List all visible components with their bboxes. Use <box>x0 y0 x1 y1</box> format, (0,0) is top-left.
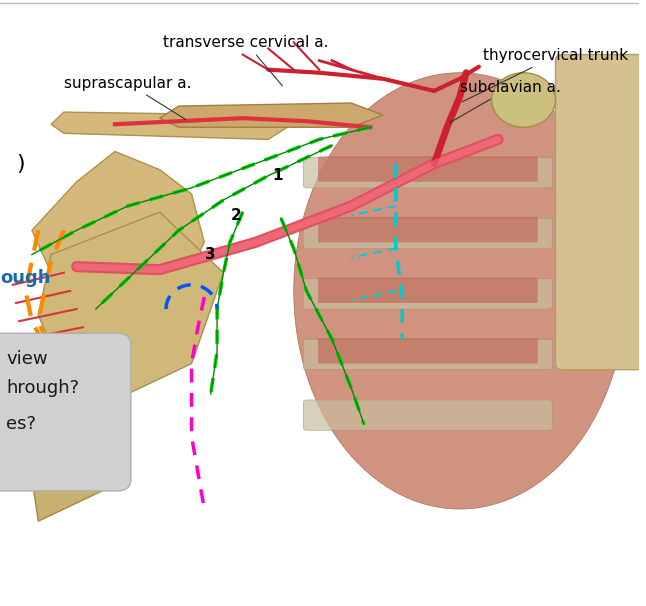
Polygon shape <box>160 103 383 127</box>
FancyBboxPatch shape <box>318 217 537 242</box>
Text: 3: 3 <box>205 247 216 262</box>
Polygon shape <box>13 333 102 454</box>
FancyBboxPatch shape <box>304 339 552 370</box>
Polygon shape <box>32 152 204 315</box>
FancyBboxPatch shape <box>304 279 552 309</box>
Ellipse shape <box>294 73 626 509</box>
Text: thyrocervical trunk: thyrocervical trunk <box>463 48 628 102</box>
Text: ): ) <box>16 153 25 174</box>
Text: es?: es? <box>6 415 36 433</box>
FancyBboxPatch shape <box>304 400 552 430</box>
Polygon shape <box>26 394 115 521</box>
FancyBboxPatch shape <box>304 158 552 188</box>
FancyBboxPatch shape <box>556 55 645 370</box>
FancyBboxPatch shape <box>318 338 537 364</box>
Text: transverse cervical a.: transverse cervical a. <box>163 35 329 86</box>
FancyBboxPatch shape <box>0 333 131 491</box>
Text: hrough?: hrough? <box>6 379 79 397</box>
Text: 1: 1 <box>273 168 283 183</box>
Polygon shape <box>51 112 287 139</box>
Ellipse shape <box>492 73 556 127</box>
Polygon shape <box>38 212 224 394</box>
FancyBboxPatch shape <box>318 156 537 182</box>
Text: suprascapular a.: suprascapular a. <box>64 76 191 120</box>
FancyBboxPatch shape <box>304 218 552 248</box>
Text: ough: ough <box>0 268 50 287</box>
Text: 2: 2 <box>231 208 242 222</box>
Text: subclavian a.: subclavian a. <box>450 80 561 123</box>
Text: view: view <box>6 350 48 368</box>
FancyBboxPatch shape <box>318 278 537 303</box>
